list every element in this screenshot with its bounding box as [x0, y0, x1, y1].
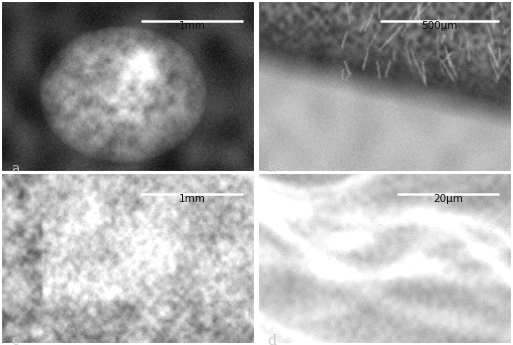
- Text: 20μm: 20μm: [433, 194, 463, 204]
- Text: 1mm: 1mm: [179, 21, 205, 31]
- Text: 500μm: 500μm: [421, 21, 458, 31]
- Text: b: b: [268, 161, 277, 176]
- Text: 1mm: 1mm: [179, 194, 205, 204]
- Text: c: c: [11, 334, 19, 345]
- Text: d: d: [268, 334, 277, 345]
- Text: a: a: [11, 161, 19, 176]
